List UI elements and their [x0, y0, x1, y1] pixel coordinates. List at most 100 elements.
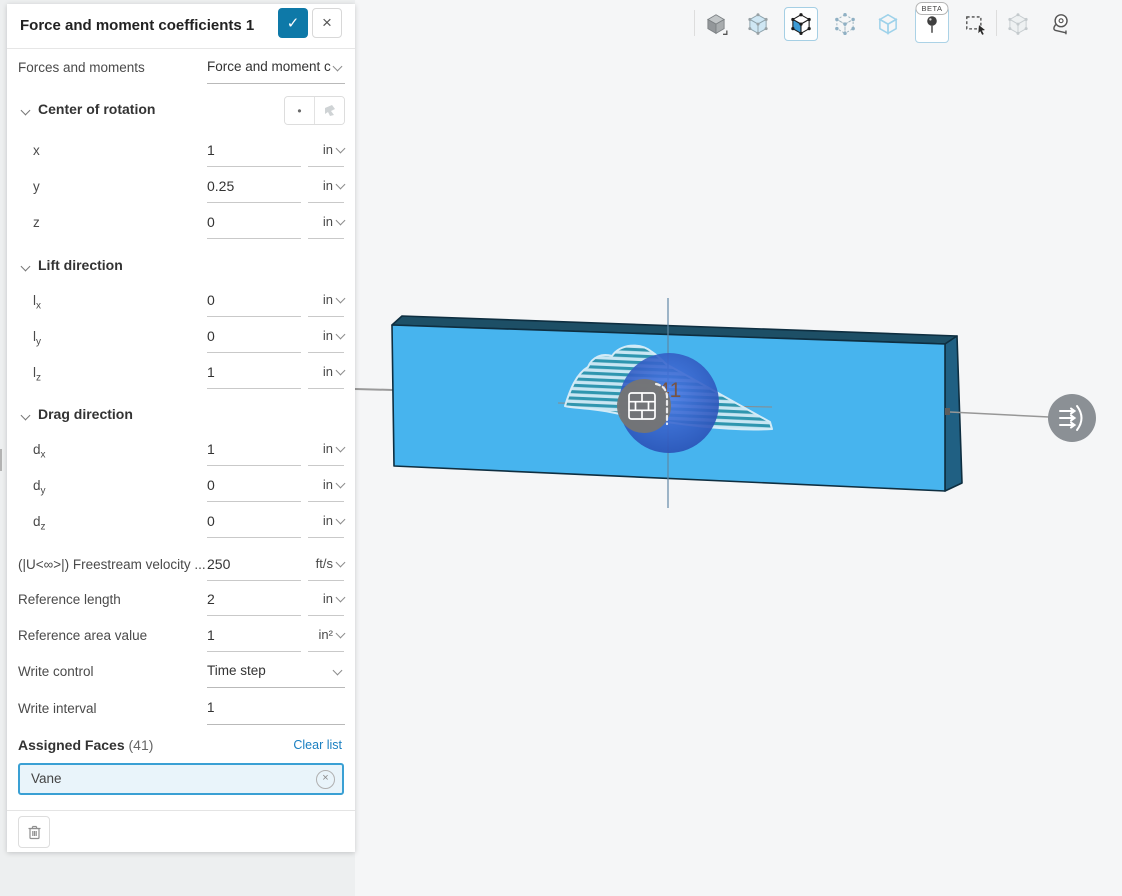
velocity-inlet-badge[interactable] [1048, 394, 1096, 442]
forces-moments-dropdown-value: Force and moment c [207, 59, 331, 74]
panel-footer-divider [7, 810, 355, 811]
unit-dropdown[interactable]: in [308, 433, 346, 466]
field-label: lx [33, 293, 41, 312]
section-drag-direction[interactable]: Drag direction [7, 399, 355, 435]
cor-pick-on-model-button[interactable] [314, 97, 344, 124]
chevron-down-icon [335, 179, 346, 190]
unit-dropdown[interactable]: in [308, 469, 346, 502]
unit-dropdown[interactable]: in [308, 583, 346, 616]
unit-dropdown[interactable]: in [308, 170, 346, 203]
assigned-faces-row: Assigned Faces (41) Clear list [7, 728, 355, 764]
faces-count-badge[interactable] [617, 379, 671, 433]
field-label: y [33, 179, 40, 194]
chip-remove-button[interactable]: × [316, 770, 335, 789]
close-button[interactable]: × [312, 8, 342, 38]
y-input[interactable]: 0.25 [207, 170, 301, 203]
chevron-down-icon [335, 215, 346, 226]
select-vertices-mode-button[interactable] [828, 7, 862, 41]
unit-dropdown[interactable]: in [308, 206, 346, 239]
cor-point-option-button[interactable]: • [285, 97, 314, 124]
chevron-down-icon [335, 293, 346, 304]
box-select-tool-button[interactable] [959, 7, 993, 41]
field-row-dy: dy 0 in [7, 469, 355, 505]
shaded-edges-view-button[interactable] [741, 7, 775, 41]
probe-point-tool-button[interactable]: BETA [915, 2, 949, 43]
trash-icon [28, 825, 40, 840]
delete-button[interactable] [18, 816, 50, 848]
dz-input[interactable]: 0 [207, 505, 301, 538]
force-moment-coefficients-panel: Force and moment coefficients 1 ✓ × Forc… [7, 4, 355, 852]
close-icon: × [322, 772, 329, 784]
section-title: Lift direction [38, 257, 123, 273]
field-label: z [33, 215, 40, 230]
chevron-down-icon [335, 329, 346, 340]
unit-dropdown[interactable]: in [308, 284, 346, 317]
shaded-view-button[interactable] [699, 7, 733, 41]
panel-resize-handle[interactable] [0, 449, 2, 471]
lx-input[interactable]: 0 [207, 284, 301, 317]
z-input[interactable]: 0 [207, 206, 301, 239]
unit-dropdown[interactable]: in [308, 320, 346, 353]
field-row-lx: lx 0 in [7, 284, 355, 320]
leader-anchor-dot [945, 408, 950, 415]
assigned-faces-count: (41) [128, 737, 154, 753]
write-control-row: Write control Time step [7, 655, 355, 691]
chevron-down-icon [335, 628, 346, 639]
select-faces-mode-button[interactable] [784, 7, 818, 41]
dx-input[interactable]: 1 [207, 433, 301, 466]
dy-input[interactable]: 0 [207, 469, 301, 502]
panel-titlebar: Force and moment coefficients 1 ✓ × [7, 4, 355, 49]
ly-input[interactable]: 0 [207, 320, 301, 353]
unit-dropdown[interactable]: in² [308, 619, 346, 652]
reference-length-input[interactable]: 2 [207, 583, 301, 616]
measure-tool-button[interactable] [1043, 7, 1077, 41]
wireframe-view-button[interactable] [871, 7, 905, 41]
chevron-down-icon [20, 105, 31, 116]
section-center-of-rotation[interactable]: Center of rotation • [7, 94, 355, 130]
toolbar-separator [996, 10, 997, 36]
unit-dropdown[interactable]: in [308, 134, 346, 167]
chevron-down-icon [332, 665, 343, 676]
unit-dropdown[interactable]: in [308, 505, 346, 538]
flow-arrows-icon [1059, 405, 1083, 431]
field-label: ly [33, 329, 41, 348]
write-control-dropdown[interactable]: Time step [207, 655, 345, 688]
section-lift-direction[interactable]: Lift direction [7, 250, 355, 286]
reference-area-input[interactable]: 1 [207, 619, 301, 652]
cor-picker-group: • [284, 96, 345, 125]
freestream-velocity-input[interactable]: 250 [207, 548, 301, 581]
dashed-selection-mark [654, 382, 669, 426]
chevron-down-icon [335, 557, 346, 568]
chevron-down-icon [335, 442, 346, 453]
unit-dropdown[interactable]: in [308, 356, 346, 389]
type-label: Forces and moments [18, 60, 145, 75]
chevron-down-icon [332, 61, 343, 72]
x-input[interactable]: 1 [207, 134, 301, 167]
field-row-dz: dz 0 in [7, 505, 355, 541]
write-interval-input[interactable]: 1 [207, 692, 345, 725]
clear-list-link[interactable]: Clear list [293, 738, 342, 752]
chevron-down-icon [335, 514, 346, 525]
field-row-lz: lz 1 in [7, 356, 355, 392]
assigned-face-chip-vane[interactable]: Vane × [18, 763, 344, 795]
field-label: dy [33, 478, 46, 497]
write-control-label: Write control [18, 664, 94, 679]
unit-dropdown[interactable]: ft/s [308, 548, 346, 581]
field-row-reference-area: Reference area value 1 in² [7, 619, 355, 655]
section-title: Drag direction [38, 406, 133, 422]
field-label: dx [33, 442, 46, 461]
lz-input[interactable]: 1 [207, 356, 301, 389]
write-control-value: Time step [207, 663, 266, 678]
field-label: x [33, 143, 40, 158]
mesh-view-button-disabled[interactable] [1001, 7, 1035, 41]
forces-moments-dropdown[interactable]: Force and moment c [207, 51, 345, 84]
toolbar-separator [694, 10, 695, 36]
pin-icon [927, 16, 937, 33]
confirm-button[interactable]: ✓ [278, 8, 308, 38]
field-row-freestream-velocity: (|U<∞>|) Freestream velocity ... 250 ft/… [7, 548, 355, 584]
field-label: dz [33, 514, 46, 533]
field-label: lz [33, 365, 41, 384]
field-row-y: y 0.25 in [7, 170, 355, 206]
type-row: Forces and moments Force and moment c [7, 51, 355, 87]
